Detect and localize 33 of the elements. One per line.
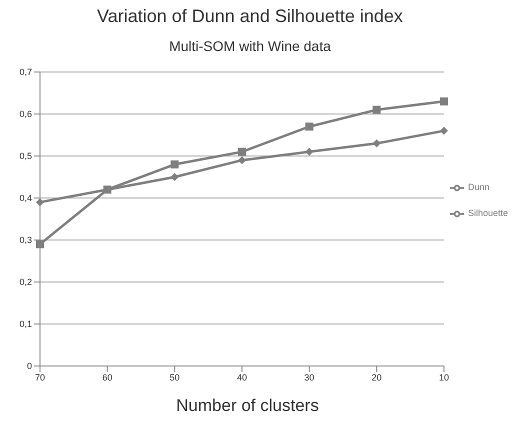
chart-title: Variation of Dunn and Silhouette index: [96, 6, 404, 27]
point: [36, 198, 44, 206]
x-tick-label: 60: [102, 372, 112, 382]
point: [103, 186, 112, 194]
legend-label: Silhouette: [468, 208, 508, 218]
legend-label: Dunn: [468, 182, 490, 192]
point: [372, 106, 381, 114]
y-tick-label: 0,5: [19, 151, 32, 162]
y-tick-label: 0: [26, 361, 32, 372]
point: [170, 160, 179, 168]
x-axis-title: Number of clusters: [175, 396, 320, 416]
x-tick-label: 20: [372, 372, 382, 382]
y-tick-label: 0,3: [19, 235, 32, 246]
y-tick-label: 0,1: [19, 319, 32, 330]
x-tick-label: 70: [34, 372, 46, 382]
point: [440, 126, 448, 135]
y-tick-label: 0,6: [19, 109, 32, 120]
point: [238, 148, 246, 156]
y-tick-label: 0,7: [19, 67, 32, 78]
y-tick-label: 0,4: [19, 193, 32, 204]
y-tick-label: 0,2: [19, 277, 32, 288]
chart-subtitle: Multi-SOM with Wine data: [168, 38, 332, 54]
point: [372, 139, 381, 148]
point: [238, 156, 246, 164]
x-tick-label: 10: [438, 372, 449, 382]
x-tick-label: 40: [236, 372, 247, 382]
point: [305, 122, 314, 131]
point: [305, 148, 314, 156]
point: [440, 97, 448, 106]
point: [170, 173, 179, 181]
x-tick-label: 50: [170, 372, 180, 382]
x-tick-label: 30: [304, 372, 314, 382]
point: [36, 240, 44, 248]
